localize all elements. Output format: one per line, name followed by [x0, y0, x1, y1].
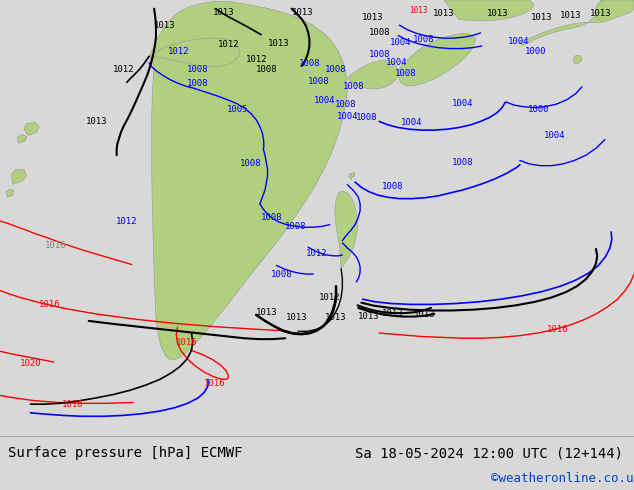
Text: 1008: 1008	[261, 213, 282, 222]
Text: 1008: 1008	[256, 65, 277, 74]
Text: 1008: 1008	[271, 270, 292, 279]
Text: 1013: 1013	[358, 312, 380, 321]
Text: 1013: 1013	[590, 8, 612, 18]
Text: 1008: 1008	[240, 159, 262, 169]
Polygon shape	[18, 134, 27, 143]
Text: 1016: 1016	[176, 338, 198, 347]
Text: 1013: 1013	[414, 310, 436, 319]
Text: 1008: 1008	[413, 35, 434, 45]
Polygon shape	[347, 60, 398, 89]
Text: ©weatheronline.co.uk: ©weatheronline.co.uk	[491, 472, 634, 485]
Text: 1004: 1004	[390, 38, 411, 47]
Text: 1016: 1016	[39, 300, 60, 309]
Text: 1008: 1008	[299, 59, 320, 68]
Text: 1008: 1008	[452, 158, 474, 167]
Text: 1016: 1016	[45, 241, 67, 249]
Text: 1013: 1013	[86, 117, 107, 126]
Text: 1004: 1004	[401, 118, 423, 127]
Text: 1012: 1012	[306, 249, 328, 258]
Text: 1012: 1012	[113, 65, 134, 74]
Text: 1008: 1008	[368, 49, 390, 59]
Text: 1008: 1008	[307, 77, 329, 86]
Text: 1004: 1004	[385, 58, 407, 68]
Text: 1013: 1013	[362, 13, 384, 22]
Text: 1013: 1013	[409, 6, 428, 15]
Polygon shape	[444, 0, 534, 21]
Text: 1012: 1012	[116, 217, 138, 226]
Text: 1004: 1004	[508, 37, 529, 46]
Text: 1012: 1012	[168, 47, 190, 56]
Polygon shape	[573, 55, 582, 64]
Polygon shape	[520, 0, 602, 46]
Text: 1013: 1013	[256, 308, 277, 317]
Text: 1004: 1004	[452, 98, 474, 108]
Polygon shape	[6, 189, 14, 197]
Text: 1012: 1012	[246, 55, 268, 64]
Text: 1005: 1005	[227, 105, 249, 114]
Text: 1016: 1016	[547, 325, 569, 334]
Text: 1008: 1008	[368, 28, 390, 37]
Text: 1013: 1013	[531, 13, 553, 22]
Text: 1008: 1008	[187, 65, 209, 74]
Text: 1008: 1008	[325, 65, 347, 74]
Text: 1013: 1013	[560, 11, 581, 20]
Text: 1008: 1008	[382, 182, 404, 191]
Text: 1004: 1004	[544, 131, 566, 140]
Polygon shape	[24, 122, 39, 135]
Text: 1008: 1008	[335, 100, 356, 109]
Text: 1008: 1008	[356, 113, 377, 122]
Polygon shape	[149, 1, 347, 360]
Polygon shape	[349, 172, 355, 179]
Text: 1000: 1000	[525, 47, 547, 56]
Polygon shape	[11, 169, 27, 184]
Text: Surface pressure [hPa] ECMWF: Surface pressure [hPa] ECMWF	[8, 446, 242, 461]
Text: 1013: 1013	[433, 9, 455, 19]
Text: Sa 18-05-2024 12:00 UTC (12+144): Sa 18-05-2024 12:00 UTC (12+144)	[355, 446, 623, 461]
Text: 1012: 1012	[319, 293, 340, 301]
Text: 1013: 1013	[212, 8, 234, 17]
Text: 1013: 1013	[286, 313, 307, 322]
Text: 1008: 1008	[343, 82, 365, 91]
Polygon shape	[398, 33, 476, 86]
Text: 1013: 1013	[325, 313, 347, 322]
Text: 1012: 1012	[217, 40, 239, 49]
Text: 1013: 1013	[268, 39, 290, 48]
Polygon shape	[149, 38, 240, 67]
Text: 1000: 1000	[528, 105, 550, 114]
Text: 1013: 1013	[154, 21, 176, 30]
Text: 1004: 1004	[337, 112, 358, 121]
Text: 1016: 1016	[204, 379, 225, 388]
Text: 1008: 1008	[285, 222, 306, 231]
Polygon shape	[595, 0, 634, 23]
Text: 1013: 1013	[292, 8, 314, 17]
Polygon shape	[335, 191, 358, 269]
Text: 1004: 1004	[314, 96, 335, 105]
Text: 1008: 1008	[187, 79, 209, 88]
Text: 1016: 1016	[62, 400, 84, 409]
Text: 1013: 1013	[487, 9, 508, 19]
Text: 1013: 1013	[382, 309, 404, 318]
Text: 1020: 1020	[20, 359, 41, 368]
Text: 1008: 1008	[395, 69, 417, 78]
